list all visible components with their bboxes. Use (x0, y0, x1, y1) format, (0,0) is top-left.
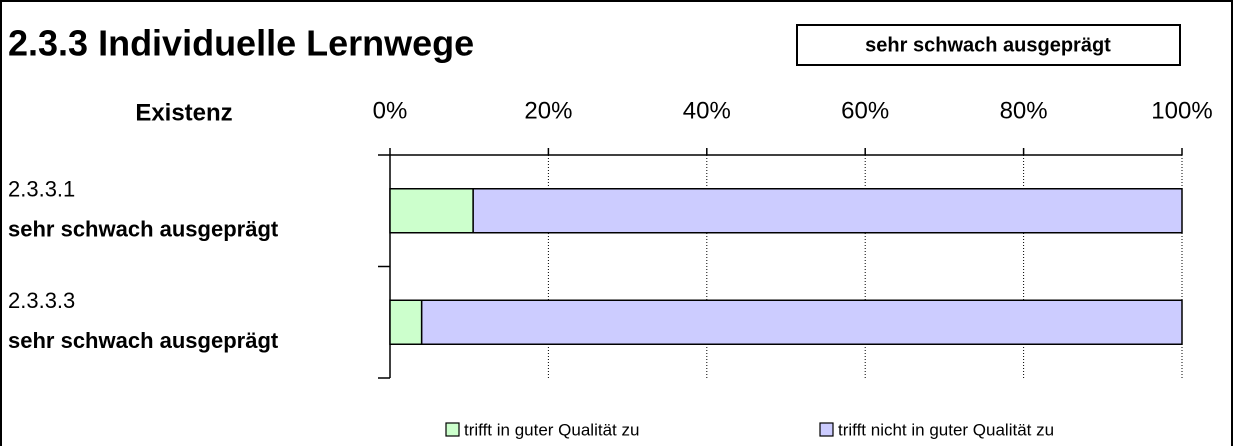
x-tick-label: 0% (373, 97, 408, 124)
x-tick-label: 100% (1151, 97, 1212, 124)
x-tick-label: 60% (841, 97, 889, 124)
legend-label: trifft nicht in guter Qualität zu (838, 420, 1054, 439)
chart-title: 2.3.3 Individuelle Lernwege (8, 23, 474, 64)
bar-segment (472, 188, 1183, 234)
category-rating: sehr schwach ausgeprägt (8, 217, 279, 242)
x-tick-label: 80% (1000, 97, 1048, 124)
category-label: 2.3.3.1 (8, 177, 75, 202)
legend-swatch (819, 422, 834, 437)
x-tick-label: 20% (524, 97, 572, 124)
bar-segment (420, 299, 1183, 345)
legend-label: trifft in guter Qualität zu (464, 420, 639, 439)
bar-segment (389, 299, 423, 345)
category-label: 2.3.3.3 (8, 288, 75, 313)
badge: sehr schwach ausgeprägt (865, 34, 1111, 56)
legend-swatch (445, 422, 460, 437)
x-tick-label: 40% (683, 97, 731, 124)
category-rating: sehr schwach ausgeprägt (8, 328, 279, 353)
axis-label: Existenz (135, 99, 232, 126)
bar-segment (389, 188, 474, 234)
badge-box (796, 24, 1181, 66)
